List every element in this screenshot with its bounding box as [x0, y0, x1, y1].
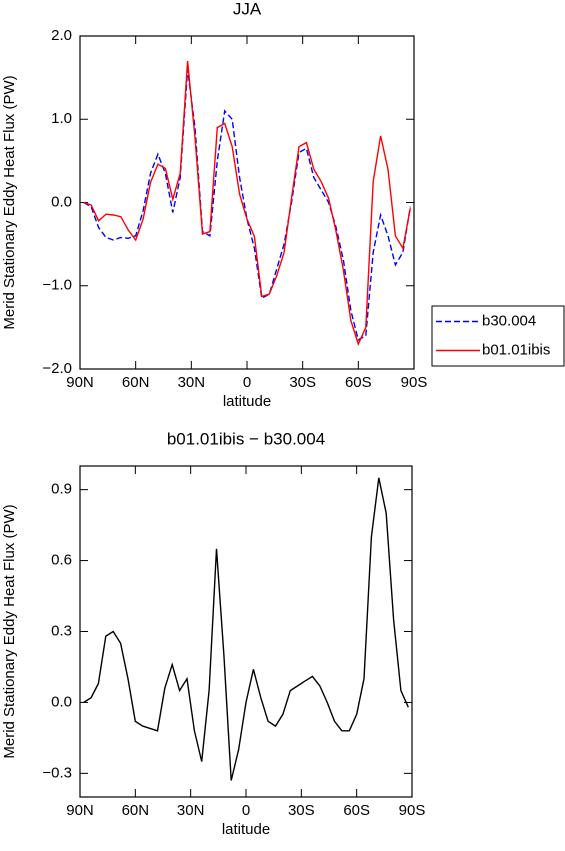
x-tick-label: 60N	[122, 802, 150, 819]
y-tick-label: 1.0	[51, 110, 72, 127]
x-tick-label: 30S	[288, 802, 315, 819]
y-tick-label: 0.0	[51, 193, 72, 210]
y-axis-label: Merid Stationary Eddy Heat Flux (PW)	[1, 504, 18, 758]
y-tick-label: 2.0	[51, 27, 72, 44]
y-tick-label: 0.3	[51, 622, 72, 639]
x-tick-label: 30S	[289, 374, 316, 391]
x-tick-label: 0	[242, 802, 250, 819]
data-line	[83, 69, 411, 341]
x-tick-label: 60S	[345, 374, 372, 391]
x-tick-label: 60S	[343, 802, 370, 819]
y-tick-label: −2.0	[42, 360, 72, 377]
y-tick-label: 0.6	[51, 552, 72, 569]
y-tick-label: −1.0	[42, 277, 72, 294]
x-tick-label: 30N	[177, 802, 205, 819]
y-tick-label: 0.9	[51, 481, 72, 498]
x-tick-label: 90N	[66, 374, 94, 391]
x-tick-label: 60N	[122, 374, 150, 391]
x-tick-label: 90S	[399, 802, 426, 819]
x-tick-label: 0	[243, 374, 251, 391]
plot-frame	[79, 35, 415, 370]
x-tick-label: 90N	[66, 802, 94, 819]
y-tick-label: 0.0	[51, 693, 72, 710]
x-tick-label: 90S	[401, 374, 428, 391]
data-line	[83, 60, 411, 346]
plot-frame	[79, 465, 413, 798]
y-tick-label: −0.3	[42, 764, 72, 781]
legend-label: b30.004	[482, 312, 536, 329]
legend-box	[431, 305, 565, 367]
chart-title: JJA	[233, 0, 262, 18]
y-axis-label: Merid Stationary Eddy Heat Flux (PW)	[1, 75, 18, 329]
x-axis-label: latitude	[222, 821, 270, 838]
x-tick-label: 30N	[178, 374, 206, 391]
x-axis-label: latitude	[223, 393, 271, 410]
data-line	[83, 477, 409, 781]
legend-label: b01.01ibis	[482, 341, 550, 358]
chart-title: b01.01ibis − b30.004	[167, 429, 325, 448]
